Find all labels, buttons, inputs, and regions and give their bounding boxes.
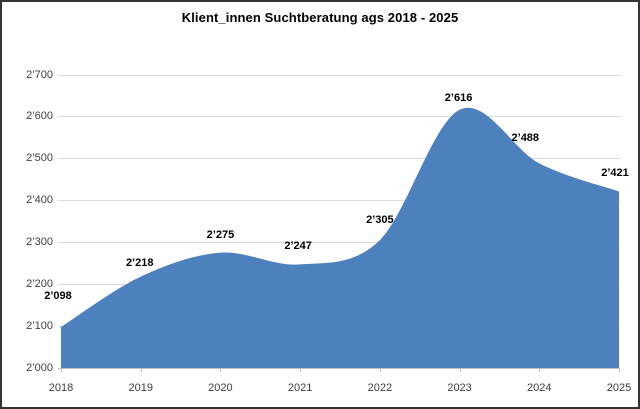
x-tick-label: 2022 [367,382,393,394]
y-tick-label: 2’600 [26,110,53,123]
y-tick-label: 2’400 [26,194,53,207]
y-tick-label: 2’500 [26,152,53,165]
x-tick-label: 2021 [287,382,313,394]
x-tick-label: 2023 [447,382,472,394]
data-label: 2’421 [601,167,629,180]
x-tick-label: 2024 [527,382,552,394]
y-tick-label: 2’700 [26,68,53,81]
x-tick-label: 2019 [128,382,153,394]
data-label: 2’488 [511,132,540,145]
y-tick-label: 2’000 [26,362,53,374]
data-label: 2’218 [125,256,154,269]
data-label: 2’616 [444,91,473,104]
x-tick-label: 2020 [208,382,233,394]
y-tick-label: 2’300 [26,236,53,249]
data-label: 2’305 [366,214,394,227]
chart-title: Klient_innen Suchtberatung ags 2018 - 20… [181,10,459,25]
x-tick-label: 2018 [48,382,74,394]
x-tick-label: 2025 [606,382,632,394]
y-tick-label: 2’100 [26,320,53,333]
area-series [61,107,619,368]
data-label: 2’275 [206,228,235,241]
data-label: 2’098 [44,289,72,302]
y-tick-label: 2’200 [26,278,53,291]
data-label: 2’247 [284,240,312,253]
